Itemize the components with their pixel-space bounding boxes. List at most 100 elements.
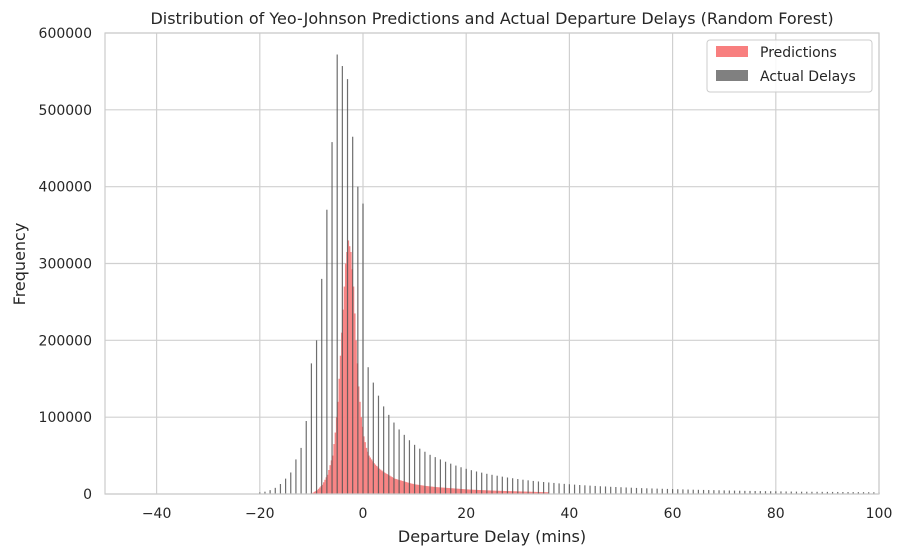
prediction-bar	[390, 476, 392, 494]
prediction-bar	[312, 492, 315, 494]
prediction-bar	[484, 490, 486, 494]
prediction-bar	[384, 473, 387, 494]
prediction-bar	[321, 484, 324, 494]
prediction-bar	[313, 491, 316, 494]
actual-delay-bar	[568, 484, 570, 494]
actual-delay-bar	[744, 490, 746, 494]
actual-delay-bar	[708, 490, 710, 494]
prediction-bar	[546, 492, 548, 494]
prediction-bar	[538, 492, 541, 494]
actual-delay-bar	[450, 463, 452, 494]
y-tick-label: 600000	[39, 26, 92, 42]
prediction-bar	[477, 489, 480, 494]
prediction-bar	[427, 486, 430, 494]
prediction-bar	[326, 474, 329, 494]
y-tick-label: 300000	[39, 257, 92, 273]
prediction-bar	[504, 491, 507, 494]
x-tick-label: 40	[560, 506, 578, 522]
prediction-bar	[517, 491, 520, 494]
actual-delay-bar	[522, 479, 524, 494]
prediction-bar	[482, 490, 485, 494]
actual-delay-bar	[331, 142, 333, 494]
prediction-bar	[453, 488, 455, 494]
actual-delay-bar	[625, 487, 627, 494]
prediction-bar	[388, 475, 391, 494]
actual-delay-bar	[357, 186, 359, 494]
actual-delay-bar	[873, 492, 875, 494]
actual-delay-bar	[305, 421, 307, 494]
actual-delay-bar	[795, 491, 798, 494]
prediction-bar	[512, 491, 515, 494]
prediction-bar	[355, 340, 357, 494]
actual-delay-bar	[300, 447, 302, 494]
prediction-bar	[370, 459, 373, 494]
actual-delay-bar	[310, 363, 312, 494]
actual-delay-bar	[806, 491, 808, 494]
prediction-bar	[323, 482, 325, 494]
prediction-bar	[530, 491, 533, 494]
prediction-bar	[437, 487, 440, 494]
x-tick-label: 20	[457, 506, 475, 522]
prediction-bar	[342, 309, 344, 494]
prediction-bar	[393, 478, 396, 494]
prediction-bar	[414, 484, 417, 494]
prediction-bar	[458, 488, 461, 494]
prediction-bar	[473, 489, 476, 494]
prediction-bar	[502, 490, 504, 494]
prediction-bar	[399, 480, 401, 494]
prediction-bar	[369, 457, 372, 494]
prediction-bar	[472, 489, 475, 494]
actual-delay-bar	[584, 485, 586, 494]
prediction-bar	[373, 463, 375, 494]
prediction-bar	[368, 455, 370, 494]
prediction-bar	[448, 488, 450, 494]
actual-delay-bar	[599, 486, 601, 494]
legend-box	[706, 39, 873, 93]
prediction-bar	[347, 240, 350, 494]
prediction-bar	[360, 417, 363, 494]
prediction-bar	[383, 472, 386, 494]
prediction-bar	[442, 487, 445, 494]
actual-delay-bar	[672, 489, 674, 494]
y-tick-labels: 0 100000 200000 300000 400000 500000 600000	[39, 26, 92, 503]
actual-delay-bar	[326, 209, 328, 494]
prediction-bar	[333, 444, 335, 494]
prediction-bar	[405, 482, 408, 494]
actual-delay-bar	[264, 491, 266, 494]
actual-delay-bar	[666, 488, 669, 494]
actual-delay-bar	[641, 488, 643, 494]
x-tick-labels: −40 −20 0 20 40 60 80 100	[142, 506, 893, 522]
prediction-bar	[489, 490, 492, 494]
actual-delay-bar	[393, 422, 395, 494]
prediction-bar	[539, 492, 542, 494]
actual-delay-bar	[739, 490, 741, 494]
plot-frame	[104, 32, 880, 495]
actual-delay-bar	[295, 459, 297, 494]
prediction-bar	[499, 490, 502, 494]
actual-delay-bar	[759, 491, 761, 494]
prediction-bar	[375, 465, 378, 494]
actual-delay-bar	[857, 492, 859, 494]
prediction-bar	[344, 263, 347, 494]
prediction-bar	[406, 482, 409, 494]
actual-delay-bar	[429, 454, 431, 494]
actual-delay-bar	[383, 406, 385, 494]
prediction-bar	[519, 491, 521, 494]
legend-swatch-predictions	[716, 46, 748, 57]
actual-delay-bar	[620, 487, 622, 494]
x-tick-label: 100	[866, 506, 893, 522]
actual-delay-bar	[444, 461, 447, 494]
actual-delay-bar	[862, 492, 865, 494]
prediction-bar	[524, 491, 526, 494]
actual-delay-bar	[697, 489, 699, 494]
actual-delay-bar	[630, 487, 632, 494]
actual-delay-bar	[868, 492, 870, 494]
actual-delay-bar	[455, 465, 457, 494]
actual-delay-bar	[801, 491, 803, 494]
actual-delay-bar	[470, 470, 472, 494]
prediction-bar	[463, 489, 466, 494]
actual-delay-bar	[842, 492, 844, 494]
prediction-bar	[466, 489, 468, 494]
actual-delay-bar	[290, 472, 292, 494]
